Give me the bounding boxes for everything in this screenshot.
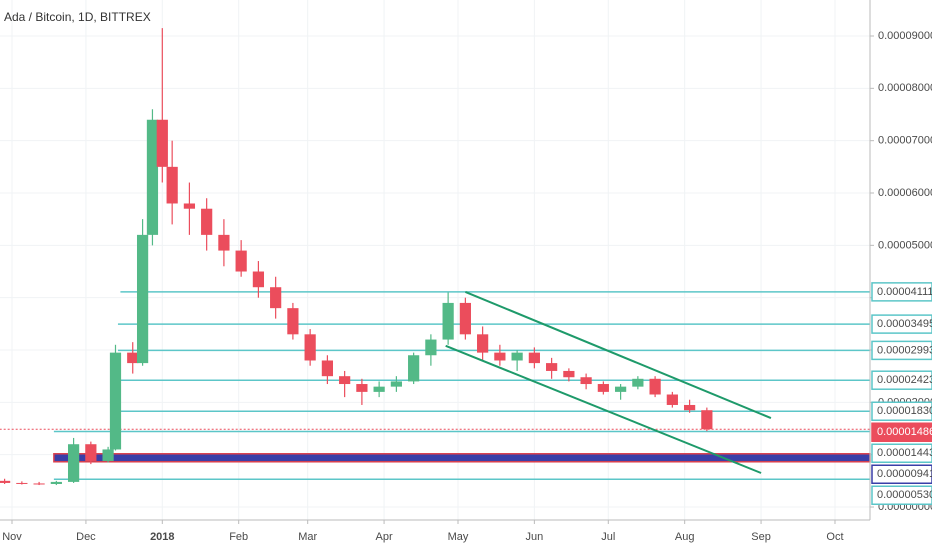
x-tick-label: Oct <box>826 531 843 543</box>
level-label: 0.00003495 <box>877 318 932 330</box>
level-label: 0.00002423 <box>877 374 932 386</box>
candle-body <box>666 394 678 405</box>
candle-body <box>425 339 437 356</box>
level-label-bg <box>871 464 932 484</box>
candle-body <box>321 360 333 377</box>
candle-body <box>477 334 489 353</box>
candle-body <box>511 352 523 361</box>
candle-body <box>632 378 644 387</box>
candle-body <box>109 352 122 450</box>
candle-body <box>597 384 609 392</box>
level-label-bg <box>871 443 932 463</box>
trendline <box>445 344 762 474</box>
level-label: 0.00001443 <box>877 447 932 459</box>
x-tick-label: Jun <box>525 531 543 543</box>
candle-body <box>683 404 696 411</box>
candle-body <box>580 377 592 385</box>
y-tick-label: 0.00008000 <box>878 82 932 94</box>
y-tick-label: 0.00007000 <box>878 135 932 147</box>
level-label-bg <box>871 340 932 361</box>
candle-body <box>201 208 213 235</box>
candle-body <box>649 378 661 395</box>
x-tick-label: Apr <box>376 531 393 543</box>
level-label: 0.00001830 <box>877 405 932 417</box>
candle-body <box>156 119 168 167</box>
y-tick-label: 0.00005000 <box>878 239 932 251</box>
candle-body <box>339 376 351 385</box>
level-label-bg <box>871 422 932 442</box>
level-label: 0.00001486 <box>877 426 932 438</box>
x-tick-label: Jul <box>601 531 615 543</box>
candle-body <box>408 355 420 382</box>
level-label-bg <box>871 485 932 505</box>
level-label-bg <box>871 282 932 302</box>
candle-body <box>701 410 713 430</box>
level-band <box>53 453 871 463</box>
x-tick-label: Aug <box>675 531 695 543</box>
level-label: 0.00000530 <box>877 489 932 501</box>
chart-title: Ada / Bitcoin, 1D, BITTREX <box>4 10 151 24</box>
level-label: 0.00004111 <box>877 286 932 298</box>
y-tick-label: 0.00009000 <box>878 30 932 42</box>
x-tick-label: Feb <box>229 531 248 543</box>
candle-body <box>390 381 402 387</box>
candle-body <box>67 444 80 482</box>
candle-body <box>270 287 282 309</box>
candle-body <box>494 352 506 361</box>
level-label: 0.00002993 <box>877 344 932 356</box>
candle-body <box>287 308 299 335</box>
candle-body <box>442 302 454 340</box>
candle-body <box>183 203 196 209</box>
y-tick-label: 0.00006000 <box>878 187 932 199</box>
candle-body <box>218 234 230 251</box>
candle-body <box>528 352 540 364</box>
x-tick-label: Mar <box>298 531 317 543</box>
x-tick-label: 2018 <box>150 531 174 543</box>
candle-body <box>615 386 627 392</box>
candle-body <box>16 482 28 484</box>
candle-body <box>136 234 149 364</box>
x-tick-label: May <box>448 531 469 543</box>
candle-body <box>304 334 316 361</box>
axis: 0.000000000.000010000.000020000.00003000… <box>2 30 932 543</box>
candle-body <box>0 480 11 483</box>
x-tick-label: Sep <box>751 531 771 543</box>
level-label: 0.00000941 <box>877 468 932 480</box>
trendline <box>464 290 772 419</box>
candle-body <box>546 363 558 371</box>
level-label-bg <box>871 370 932 390</box>
candle-body <box>50 481 62 484</box>
candle-body <box>373 386 385 392</box>
candle-body <box>166 166 178 204</box>
grid <box>0 0 870 520</box>
candle-body <box>127 352 139 364</box>
candle-body <box>563 370 575 378</box>
candle-body <box>102 449 114 461</box>
candle-body <box>85 444 97 461</box>
level-label-bg <box>871 401 932 421</box>
candle-body <box>459 302 471 335</box>
candle-body <box>33 483 45 485</box>
x-tick-label: Dec <box>76 531 96 543</box>
candle-body <box>235 250 247 272</box>
x-tick-label: Nov <box>2 531 22 543</box>
candle-body <box>252 271 265 288</box>
candle-body <box>356 384 368 392</box>
candle-body <box>146 119 159 235</box>
plot <box>0 28 772 486</box>
level-label-bg <box>871 314 932 334</box>
